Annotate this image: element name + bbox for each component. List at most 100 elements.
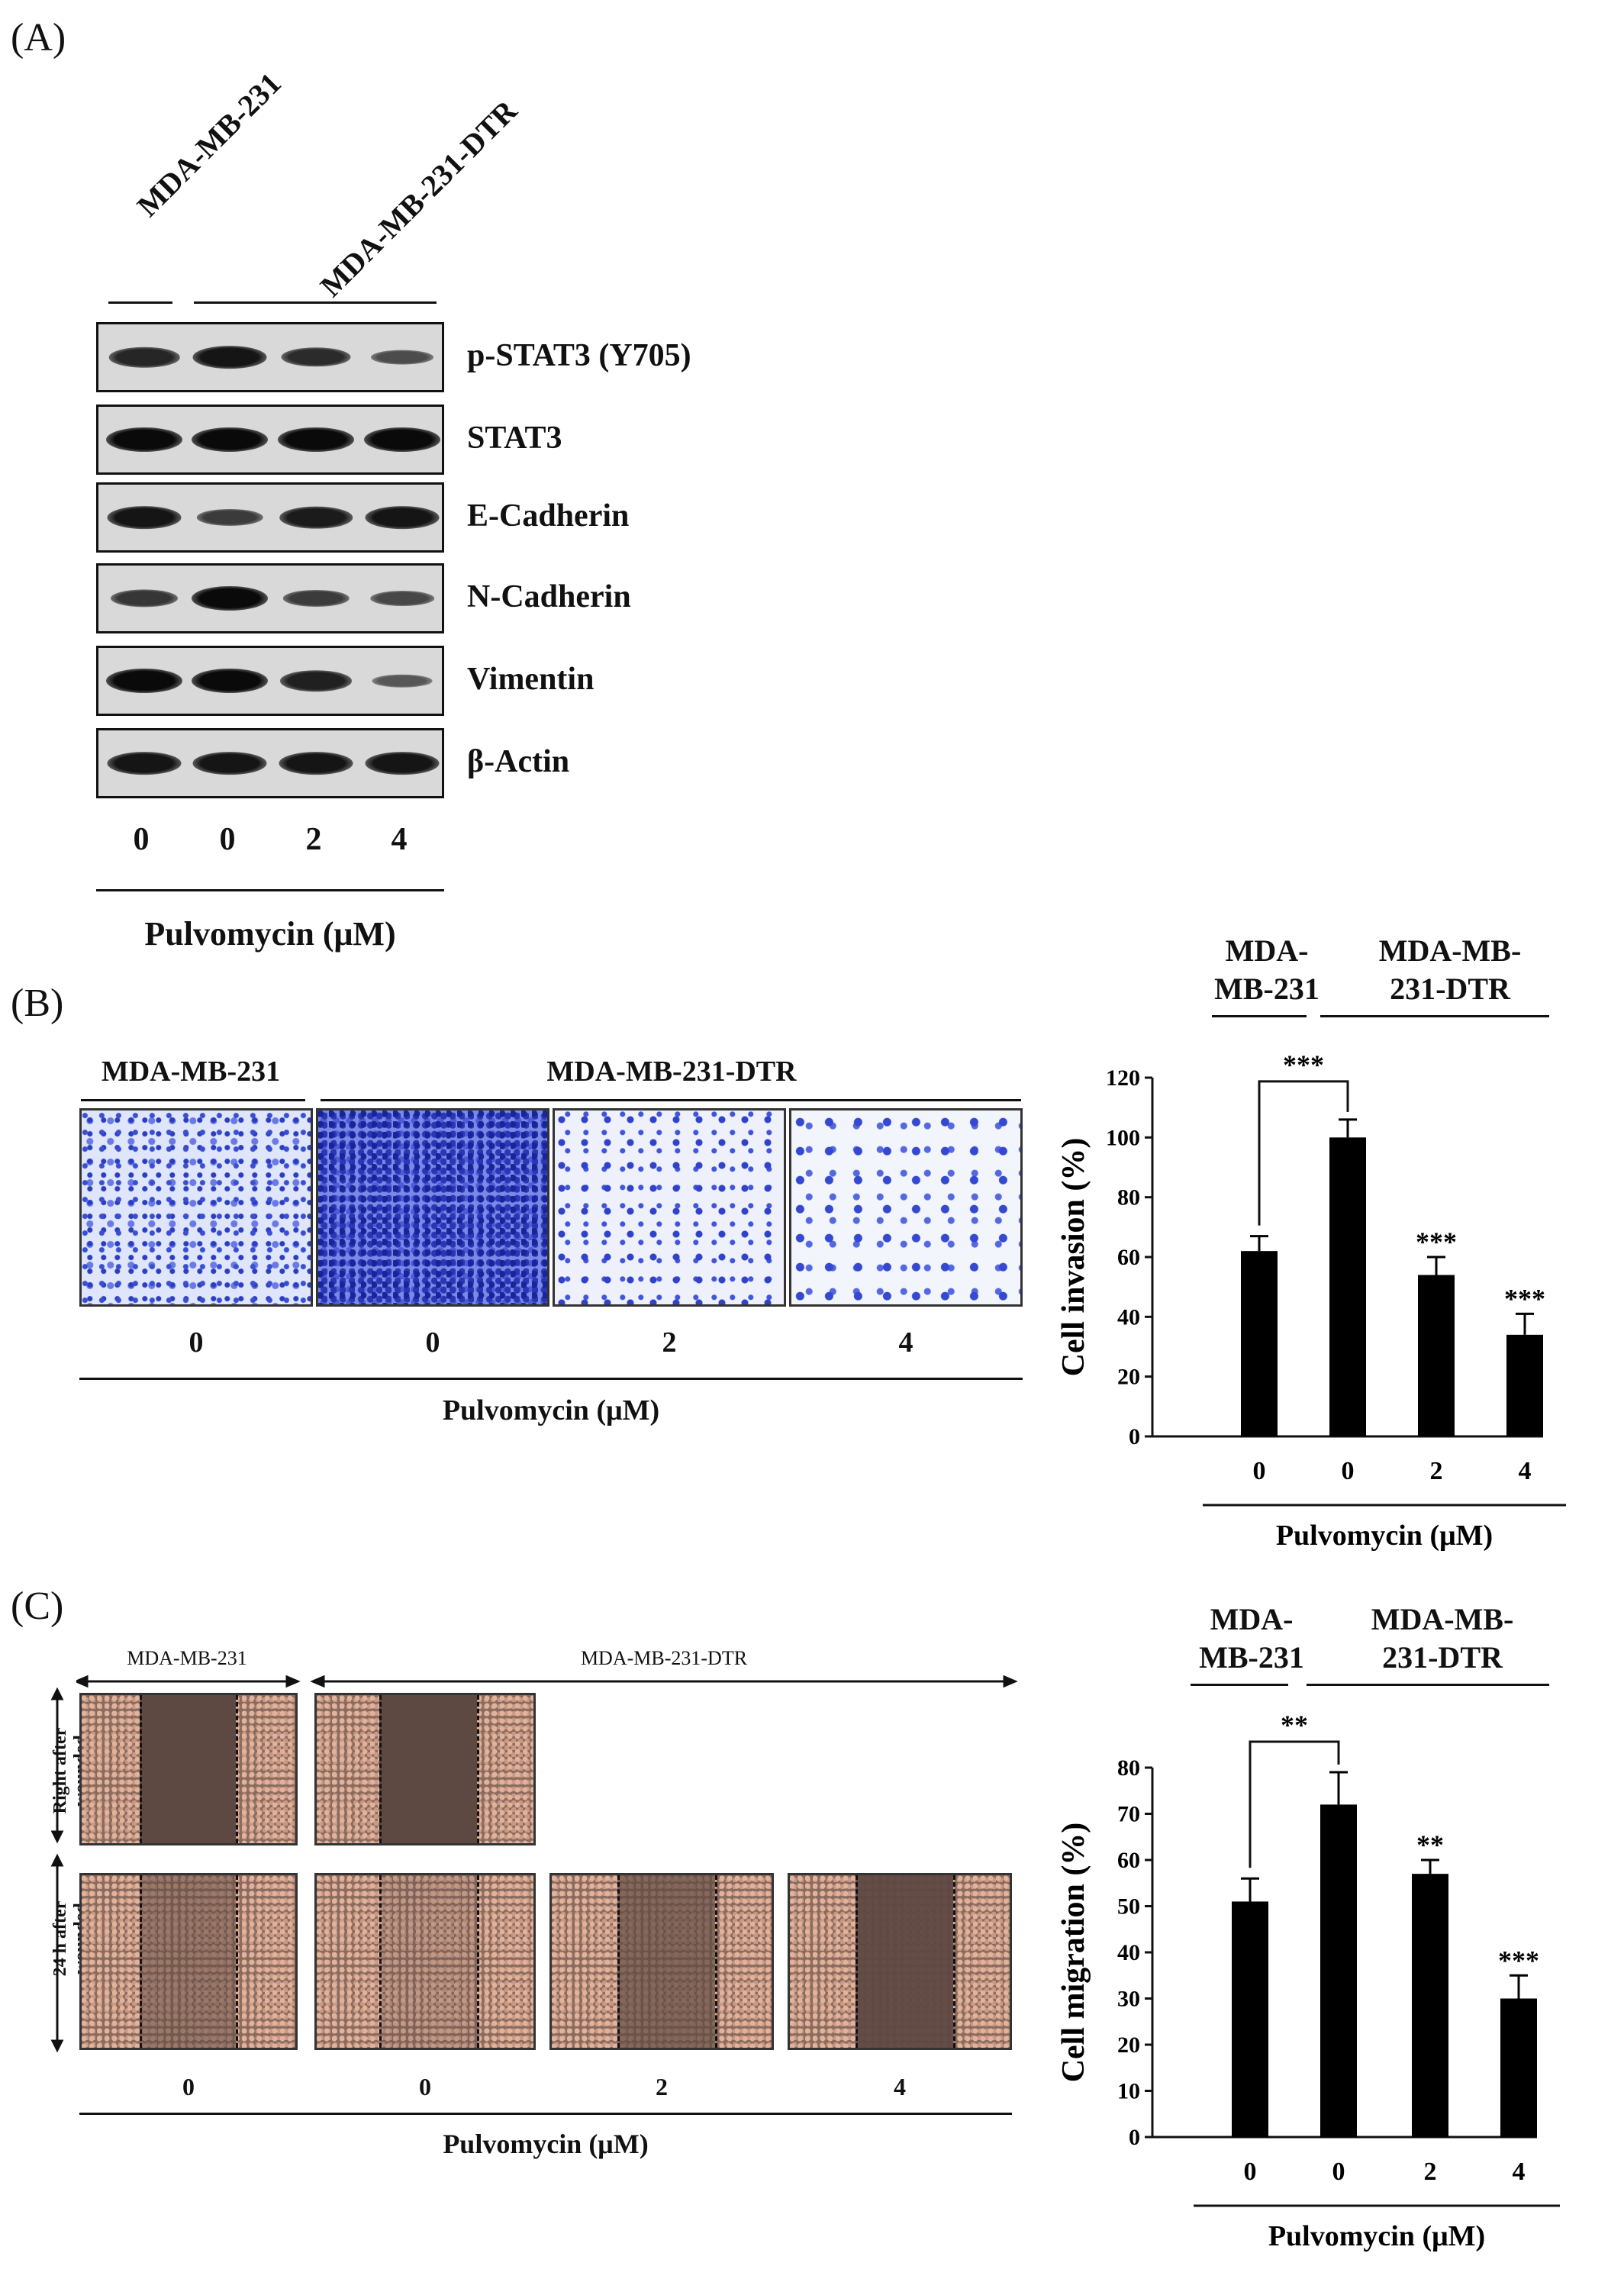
blot-row-2	[96, 405, 444, 475]
x-tick-label: 2	[1424, 2158, 1437, 2186]
chart-c-group2-line	[1307, 1684, 1549, 1686]
blot-band	[372, 674, 433, 688]
y-tick-label: 120	[1106, 1065, 1140, 1091]
significance-label: **	[1416, 1829, 1444, 1860]
panel-b-img-lane-4: 4	[898, 1326, 914, 1359]
x-tick-label: 0	[1253, 1457, 1266, 1485]
invasion-bar-chart: 0 20 40 60 80 100 120 Cell invasion (%) 0 0 *** 2 **…	[1056, 1049, 1566, 1552]
blot-band	[106, 427, 182, 452]
x-tick-label: 0	[1342, 1457, 1355, 1485]
panel-a-group1-label: MDA-MB-231	[130, 66, 288, 224]
wound-image-r2-1	[79, 1873, 298, 2050]
blot-row-3	[96, 482, 444, 553]
panel-a-lane-2: 0	[219, 822, 236, 857]
panel-c-letter: (C)	[11, 1584, 64, 1628]
panel-b-img-group2: MDA-MB-231-DTR	[546, 1056, 797, 1088]
y-tick-label: 0	[1129, 2125, 1140, 2150]
chart-b-group1-line	[1212, 1015, 1307, 1017]
migration-bar-chart: 0 10 20 30 40 50 60 70 80 Cell migration (%) 0 0 ** 2…	[1056, 1710, 1560, 2252]
invasion-image-2	[316, 1108, 549, 1307]
x-tick-label: 4	[1519, 1457, 1532, 1485]
panel-a-letter: (A)	[11, 16, 66, 60]
chart-c-group1-line	[1191, 1684, 1288, 1686]
panel-c-row-arrows	[50, 1687, 64, 2053]
panel-c-img-lane-2: 0	[419, 2073, 431, 2100]
wound-image-r2-2	[314, 1873, 536, 2050]
bar	[1232, 1901, 1268, 2137]
blot-band	[192, 346, 267, 369]
x-tick-label: 2	[1430, 1457, 1443, 1485]
blot-band	[192, 586, 268, 611]
panel-b-letter: (B)	[11, 982, 64, 1025]
x-axis-label: Pulvomycin (μM)	[1276, 1520, 1493, 1552]
significance-label: ***	[1504, 1283, 1545, 1314]
panel-b-img-xaxis-line	[79, 1378, 1023, 1380]
blot-band	[108, 347, 180, 368]
significance-bracket	[1258, 1080, 1349, 1226]
blot-band	[111, 589, 178, 608]
blot-row-label: E-Cadherin	[467, 498, 630, 533]
panel-c-group-arrows	[76, 1675, 1018, 1688]
panel-c-img-xlabel: Pulvomycin (μM)	[443, 2129, 649, 2159]
panel-b-img-lane-3: 2	[662, 1326, 677, 1359]
blot-band	[107, 506, 182, 529]
blot-row-label: β-Actin	[467, 744, 570, 779]
y-tick-label: 0	[1129, 1424, 1140, 1449]
bar	[1241, 1251, 1278, 1436]
bar	[1329, 1137, 1366, 1436]
bar	[1418, 1275, 1455, 1436]
chart-b-group1-l1: MDA-	[1225, 933, 1309, 968]
blot-row-4	[96, 563, 444, 633]
y-tick-label: 40	[1117, 1304, 1140, 1330]
panel-b-img-group1: MDA-MB-231	[101, 1056, 281, 1088]
panel-b-group2-line	[321, 1099, 1021, 1101]
blot-row-1	[96, 322, 444, 392]
blot-band	[278, 427, 354, 452]
bar	[1412, 1874, 1448, 2137]
blot-row-label: N-Cadherin	[467, 579, 631, 614]
chart-c-group2-l2: 231-DTR	[1382, 1640, 1503, 1675]
panel-a-lane-4: 4	[391, 822, 408, 857]
blot-band	[279, 506, 353, 529]
wound-image-r2-4	[788, 1873, 1012, 2050]
blot-row-6	[96, 728, 444, 798]
chart-b-group2-l1: MDA-MB-	[1378, 933, 1522, 968]
y-tick-label: 70	[1117, 1802, 1140, 1827]
x-tick-label: 0	[1332, 2158, 1345, 2186]
blot-band	[192, 669, 268, 693]
invasion-image-3	[553, 1108, 786, 1307]
chart-b-group2-line	[1320, 1015, 1549, 1017]
blot-band	[192, 427, 268, 452]
blot-row-label: Vimentin	[467, 662, 594, 697]
significance-bracket	[1249, 1740, 1340, 1868]
blot-row-label: STAT3	[467, 421, 562, 456]
panel-b-group1-line	[81, 1099, 305, 1101]
wound-image-r1-2	[314, 1693, 536, 1845]
panel-c-img-lane-1: 0	[182, 2073, 195, 2100]
bracket-label: ***	[1283, 1049, 1324, 1080]
significance-label: ***	[1498, 1945, 1539, 1975]
y-tick-label: 60	[1117, 1245, 1140, 1270]
wound-image-r2-3	[549, 1873, 774, 2050]
y-axis-label: Cell migration (%)	[1056, 1823, 1091, 2083]
blot-row-5	[96, 646, 444, 716]
chart-c-group2-l1: MDA-MB-	[1371, 1602, 1514, 1636]
y-tick-label: 20	[1117, 1365, 1140, 1390]
y-tick-label: 20	[1117, 2032, 1140, 2058]
significance-label: ***	[1416, 1227, 1457, 1257]
panel-b-img-xlabel: Pulvomycin (μM)	[442, 1394, 660, 1426]
blot-row-label: p-STAT3 (Y705)	[467, 338, 691, 373]
y-tick-label: 40	[1117, 1940, 1140, 1965]
blot-band	[281, 347, 351, 367]
x-tick-label: 0	[1244, 2158, 1257, 2186]
blot-band	[196, 508, 263, 527]
blot-band	[282, 589, 350, 608]
invasion-image-4	[789, 1108, 1023, 1307]
invasion-image-1	[79, 1108, 313, 1307]
y-tick-label: 80	[1117, 1185, 1140, 1210]
panel-c-img-lane-3: 2	[656, 2073, 668, 2100]
panel-a-lane-3: 2	[305, 822, 322, 857]
panel-b-img-lane-2: 0	[425, 1326, 440, 1359]
panel-a-group2-label: MDA-MB-231-DTR	[313, 93, 524, 304]
panel-a-lane-1: 0	[133, 822, 150, 857]
